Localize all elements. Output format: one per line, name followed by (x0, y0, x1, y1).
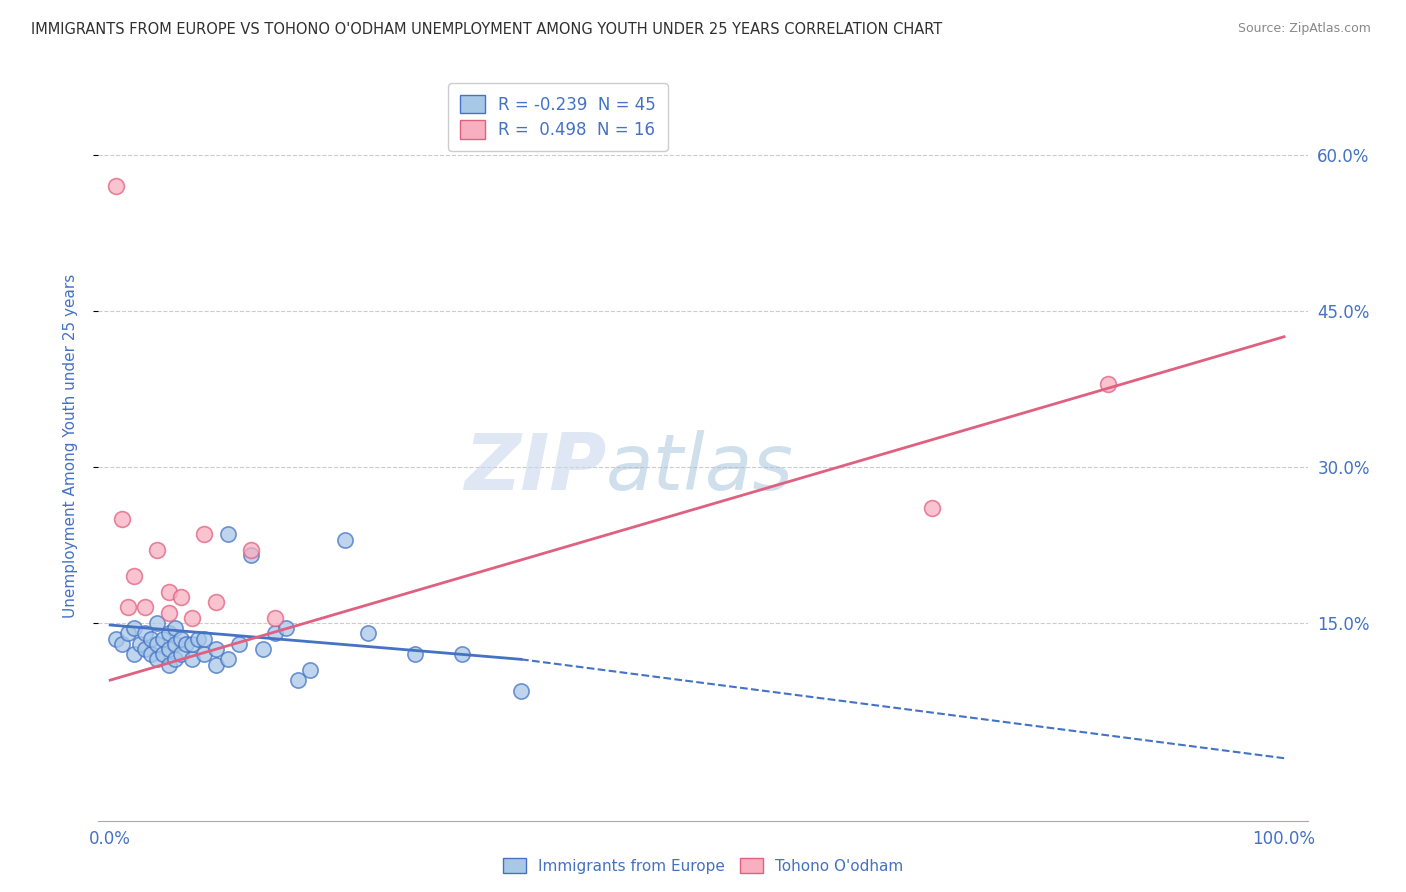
Point (181, 652, 204, 666)
Point (111, 512, 134, 526)
Point (152, 632, 174, 646)
Point (111, 637, 134, 651)
Point (134, 626, 156, 640)
Point (105, 178, 128, 193)
Point (105, 632, 128, 646)
Point (298, 663, 321, 677)
Point (146, 637, 169, 651)
Point (163, 637, 186, 651)
Text: IMMIGRANTS FROM EUROPE VS TOHONO O'ODHAM UNEMPLOYMENT AMONG YOUTH UNDER 25 YEARS: IMMIGRANTS FROM EUROPE VS TOHONO O'ODHAM… (31, 22, 942, 37)
Point (204, 642, 226, 657)
Legend: R = -0.239  N = 45, R =  0.498  N = 16: R = -0.239 N = 45, R = 0.498 N = 16 (449, 84, 668, 151)
Point (169, 590, 191, 604)
Point (357, 626, 380, 640)
Point (134, 642, 156, 657)
Point (228, 637, 250, 651)
Point (287, 673, 309, 688)
Point (157, 584, 180, 599)
Point (263, 611, 285, 625)
Point (193, 647, 215, 661)
Point (181, 637, 204, 651)
Point (117, 626, 139, 640)
Point (333, 533, 356, 547)
Point (163, 652, 186, 666)
Point (217, 652, 239, 666)
Point (146, 652, 169, 666)
Point (181, 611, 204, 625)
Point (451, 647, 474, 661)
Point (187, 632, 209, 646)
Point (122, 621, 145, 635)
Point (240, 543, 263, 558)
Point (157, 626, 180, 640)
Point (176, 637, 198, 651)
Point (169, 647, 191, 661)
Point (157, 642, 180, 657)
Point (128, 637, 150, 651)
Point (217, 527, 239, 541)
Point (169, 632, 191, 646)
Point (117, 600, 139, 615)
Point (204, 657, 226, 672)
Point (163, 621, 186, 635)
Point (122, 647, 145, 661)
Point (510, 683, 533, 698)
Point (134, 600, 156, 615)
Point (193, 527, 215, 541)
Text: ZIP: ZIP (464, 431, 606, 507)
Point (252, 642, 274, 657)
Point (1097, 376, 1119, 391)
Text: atlas: atlas (606, 431, 794, 507)
Point (141, 632, 163, 646)
Point (146, 615, 169, 630)
Y-axis label: Unemployment Among Youth under 25 years: Unemployment Among Youth under 25 years (63, 274, 77, 618)
Point (122, 569, 145, 583)
Point (404, 647, 426, 661)
Point (921, 501, 943, 516)
Point (146, 543, 169, 558)
Point (152, 647, 174, 661)
Text: Source: ZipAtlas.com: Source: ZipAtlas.com (1237, 22, 1371, 36)
Point (157, 657, 180, 672)
Point (240, 548, 263, 563)
Point (141, 647, 163, 661)
Point (204, 595, 226, 609)
Point (276, 621, 298, 635)
Legend: Immigrants from Europe, Tohono O'odham: Immigrants from Europe, Tohono O'odham (496, 852, 910, 880)
Point (157, 606, 180, 620)
Point (193, 632, 215, 646)
Point (263, 626, 285, 640)
